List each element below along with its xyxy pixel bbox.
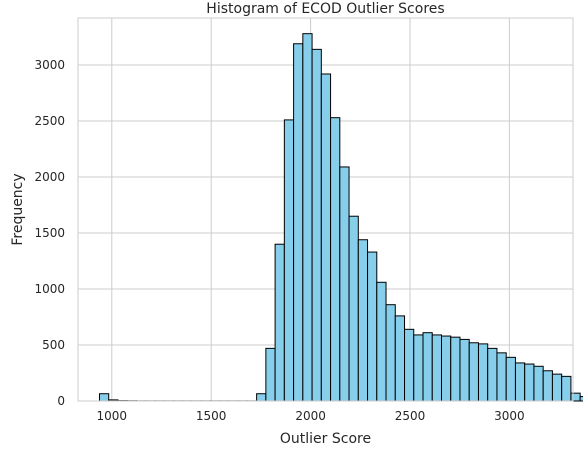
histogram-bar — [561, 375, 572, 402]
x-tick-label: 3000 — [494, 409, 525, 423]
histogram-bar — [357, 239, 369, 402]
histogram-bar — [394, 315, 406, 402]
histogram-bar — [450, 336, 461, 402]
histogram-bar — [385, 304, 396, 402]
histogram-bar — [404, 328, 415, 402]
y-tick-labels: 0 500 1000 1500 2000 2500 3000 — [34, 58, 65, 408]
histogram-bar — [579, 396, 583, 402]
histogram-bar — [339, 166, 350, 402]
histogram-bar — [348, 215, 359, 402]
histogram-bar — [431, 334, 442, 402]
histogram-bar — [376, 281, 387, 402]
histogram-bars — [98, 33, 583, 402]
histogram-bar — [468, 342, 479, 402]
histogram-bar — [570, 392, 581, 402]
y-tick-label: 2000 — [34, 170, 65, 184]
x-tick-label: 2000 — [295, 409, 326, 423]
histogram-bar — [514, 362, 526, 402]
y-axis-title: Frequency — [10, 173, 26, 245]
y-tick-label: 2500 — [34, 114, 65, 128]
y-tick-label: 1500 — [34, 226, 65, 240]
histogram-bar — [422, 332, 433, 402]
x-tick-labels: 1000 1500 2000 2500 3000 — [97, 409, 525, 423]
plot-frame — [77, 17, 574, 402]
histogram-bar — [256, 393, 267, 402]
histogram-bar — [311, 48, 322, 402]
histogram-bar — [505, 356, 516, 402]
histogram-bar — [283, 119, 295, 402]
histogram-bar — [551, 373, 563, 402]
histogram-bar — [440, 335, 452, 402]
y-tick-label: 3000 — [34, 58, 65, 72]
histogram-bar — [533, 365, 544, 402]
histogram-bar — [320, 73, 332, 402]
histogram-bar — [274, 243, 285, 402]
chart-title: Histogram of ECOD Outlier Scores — [206, 1, 444, 17]
histogram-bar — [524, 363, 535, 402]
histogram-bar — [459, 338, 470, 402]
histogram-bar — [542, 370, 553, 402]
histogram-bar — [477, 343, 489, 402]
y-tick-label: 1000 — [34, 282, 65, 296]
histogram-bar — [265, 347, 276, 402]
y-tick-label: 500 — [42, 338, 65, 352]
histogram-bar — [496, 352, 507, 402]
x-tick-label: 1000 — [97, 409, 128, 423]
x-tick-label: 1500 — [196, 409, 227, 423]
y-tick-label: 0 — [57, 394, 65, 408]
histogram-bar — [367, 251, 378, 402]
x-tick-label: 2500 — [395, 409, 426, 423]
histogram-bar — [487, 347, 498, 402]
histogram-bar — [98, 393, 110, 402]
histogram-bar — [302, 33, 313, 402]
x-axis-title: Outlier Score — [280, 431, 371, 447]
histogram-bar — [293, 43, 304, 402]
histogram-bar — [330, 117, 341, 402]
histogram-bar — [413, 334, 424, 402]
